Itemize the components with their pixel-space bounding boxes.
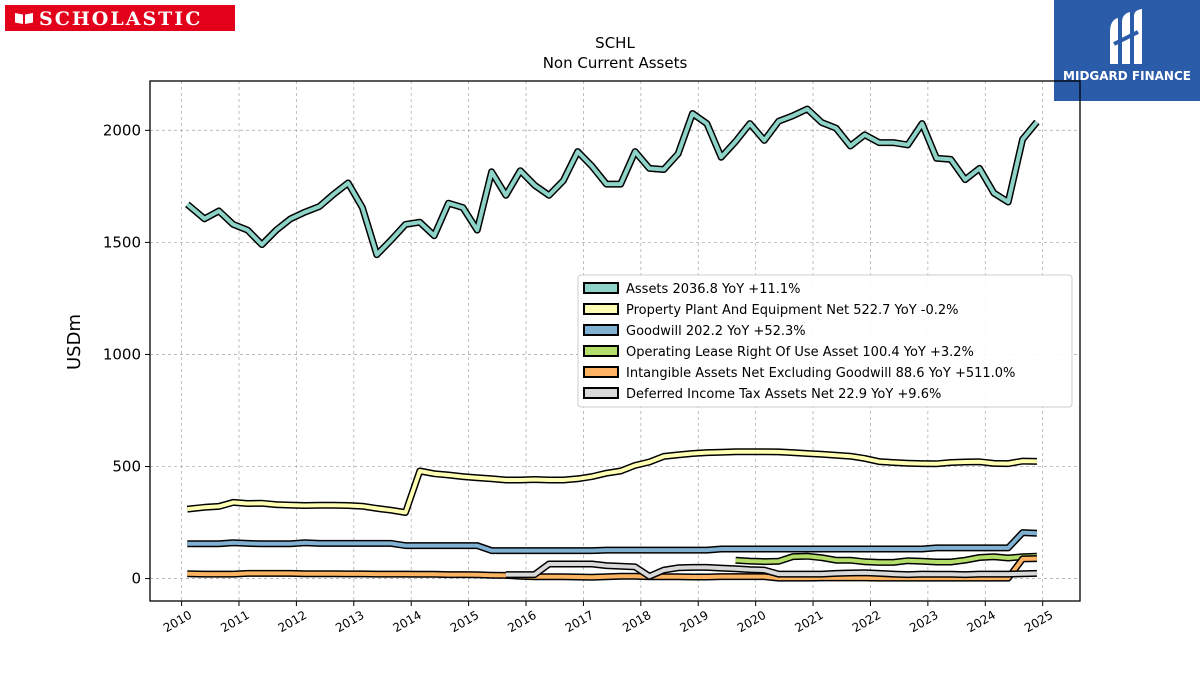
series-group [185, 105, 1040, 582]
legend-item: Intangible Assets Net Excluding Goodwill… [583, 366, 1015, 381]
x-tick-label: 2020 [735, 608, 768, 635]
series-line [186, 107, 1039, 257]
legend-item: Deferred Income Tax Assets Net 22.9 YoY … [583, 387, 941, 402]
x-tick-label: 2016 [505, 608, 538, 635]
series-line [187, 556, 1037, 581]
series-2 [186, 448, 1037, 516]
legend-label: Operating Lease Right Of Use Asset 100.4… [626, 345, 974, 360]
scholastic-logo-text: SCHOLASTIC [39, 8, 203, 30]
x-tick-label: 2021 [792, 608, 825, 635]
x-tick-label: 2013 [333, 608, 366, 635]
series-line [735, 554, 1037, 565]
series-3 [187, 529, 1038, 555]
chart-title: SCHL [595, 34, 635, 52]
x-tick-label: 2022 [850, 608, 883, 635]
series-line [505, 562, 1037, 579]
legend-label: Intangible Assets Net Excluding Goodwill… [626, 366, 1015, 381]
y-tick-label: 500 [112, 458, 141, 476]
series-4 [735, 552, 1038, 566]
series-5 [187, 555, 1037, 582]
x-tick-label: 2025 [1022, 608, 1055, 635]
midgard-finance-logo-text: MIDGARD FINANCE [1063, 69, 1191, 83]
y-axis: 0 500 1000 1500 2000 [103, 121, 150, 588]
x-tick-label: 2023 [907, 608, 940, 635]
scholastic-logo: SCHOLASTIC [5, 5, 235, 31]
midgard-emblem-icon [1110, 9, 1142, 64]
legend-label: Assets 2036.8 YoY +11.1% [626, 282, 801, 297]
x-tick-label: 2015 [448, 608, 481, 635]
y-tick-label: 1500 [103, 233, 141, 251]
legend-item: Assets 2036.8 YoY +11.1% [583, 282, 801, 297]
x-tick-label: 2018 [620, 608, 653, 635]
y-axis-label: USDm [64, 314, 85, 370]
y-tick-label: 0 [131, 570, 141, 588]
legend-label: Property Plant And Equipment Net 522.7 Y… [626, 303, 959, 318]
legend-item: Operating Lease Right Of Use Asset 100.4… [583, 345, 974, 360]
x-axis: 2010 2011 2012 2013 2014 2015 2016 2017 2018 2019… [161, 601, 1055, 635]
x-tick-label: 2024 [965, 608, 998, 635]
x-tick-label: 2010 [161, 608, 194, 635]
legend-swatch [583, 387, 619, 399]
x-tick-label: 2012 [276, 608, 309, 635]
legend-label: Goodwill 202.2 YoY +52.3% [626, 324, 806, 339]
x-tick-label: 2014 [390, 608, 423, 635]
legend-swatch [583, 282, 619, 294]
series-6 [505, 560, 1037, 580]
midgard-finance-logo: MIDGARD FINANCE [1054, 0, 1200, 101]
legend-item: Property Plant And Equipment Net 522.7 Y… [583, 303, 959, 318]
x-tick-label: 2019 [678, 608, 711, 635]
y-tick-label: 2000 [103, 121, 141, 139]
legend-label: Deferred Income Tax Assets Net 22.9 YoY … [626, 387, 941, 402]
y-tick-label: 1000 [103, 345, 141, 363]
plot-frame [149, 80, 1081, 602]
series-1 [185, 105, 1040, 259]
series-line [187, 449, 1037, 515]
x-tick-label: 2017 [563, 608, 596, 635]
legend-swatch [583, 366, 619, 378]
x-tick-label: 2011 [218, 608, 251, 635]
legend-swatch [583, 345, 619, 357]
legend-item: Goodwill 202.2 YoY +52.3% [583, 324, 806, 339]
legend-box [577, 274, 1073, 408]
legend-swatch [583, 303, 619, 315]
series-line [187, 530, 1037, 553]
series-line-outline [185, 105, 1040, 259]
open-book-icon [15, 13, 33, 24]
legend: Assets 2036.8 YoY +11.1% Property Plant A… [577, 274, 1073, 408]
legend-swatch [583, 324, 619, 336]
chart-subtitle: Non Current Assets [543, 54, 688, 72]
